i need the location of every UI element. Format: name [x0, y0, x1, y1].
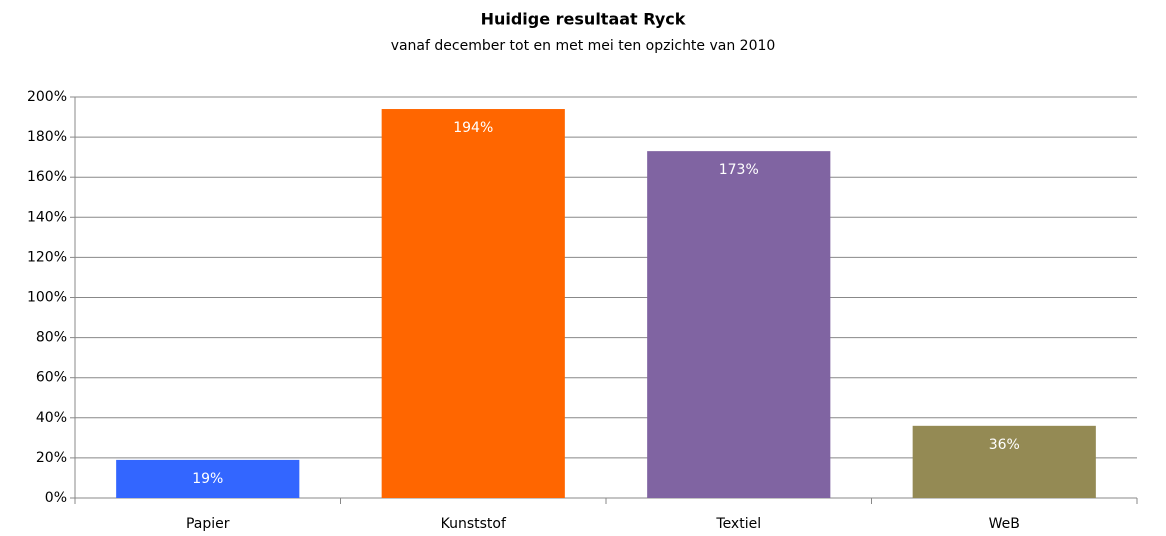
- y-tick-label: 0%: [45, 490, 67, 506]
- chart-subtitle: vanaf december tot en met mei ten opzich…: [391, 38, 776, 54]
- data-label: 19%: [192, 471, 223, 487]
- bar: [912, 425, 1096, 498]
- x-tick-label: WeB: [989, 516, 1020, 532]
- y-tick-label: 180%: [27, 129, 67, 145]
- x-tick-label: Papier: [186, 516, 230, 532]
- y-tick-label: 40%: [36, 410, 67, 426]
- chart-title: Huidige resultaat Ryck: [481, 10, 686, 29]
- data-label: 194%: [453, 120, 493, 136]
- bar: [647, 151, 831, 498]
- y-tick-label: 200%: [27, 89, 67, 105]
- x-tick-label: Textiel: [715, 516, 761, 532]
- y-tick-label: 20%: [36, 450, 67, 466]
- y-tick-label: 160%: [27, 169, 67, 185]
- bar: [116, 459, 300, 498]
- y-tick-label: 120%: [27, 249, 67, 265]
- y-tick-label: 80%: [36, 330, 67, 346]
- y-tick-label: 100%: [27, 290, 67, 306]
- x-tick-label: Kunststof: [441, 516, 507, 532]
- data-label: 173%: [719, 162, 759, 178]
- bar: [381, 109, 565, 498]
- data-label: 36%: [989, 437, 1020, 453]
- y-tick-label: 60%: [36, 370, 67, 386]
- y-tick-label: 140%: [27, 209, 67, 225]
